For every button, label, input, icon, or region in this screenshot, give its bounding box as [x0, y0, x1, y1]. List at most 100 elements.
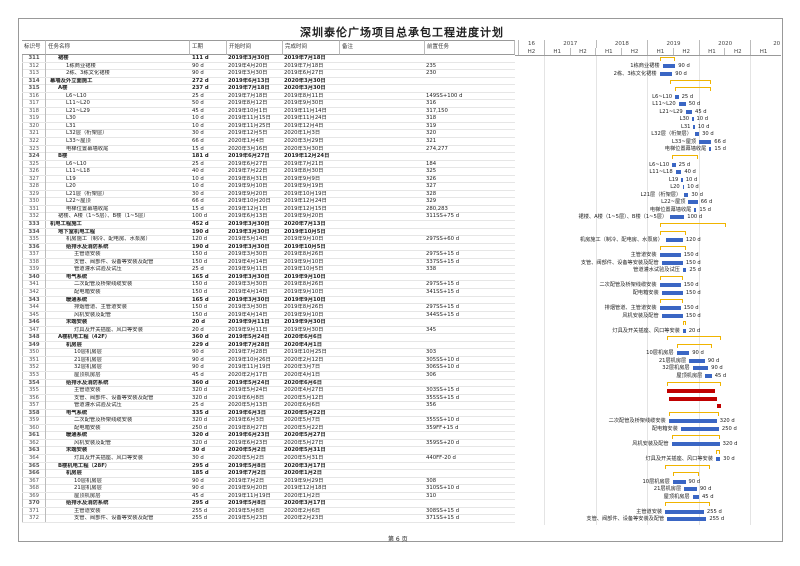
- task-bar[interactable]: [692, 366, 709, 371]
- task-bar[interactable]: [689, 358, 705, 363]
- table-row[interactable]: 328 L20 10 d 2019年9月10日 2019年9月19日 327: [22, 183, 515, 191]
- table-row[interactable]: 364 灯具及开关插座、风口等安装 30 d 2020年5月2日 2020年5月31日 4…: [22, 454, 515, 463]
- table-row[interactable]: 315 A楼 237 d 2019年7月18日 2020年3月30日: [22, 85, 515, 93]
- table-row[interactable]: 353 屋顶机房层 45 d 2020年2月17日 2020年4月1日 306: [22, 371, 515, 380]
- table-row[interactable]: 311 裙楼 111 d 2019年3月30日 2019年7月18日: [22, 55, 515, 63]
- task-bar[interactable]: [681, 177, 683, 182]
- table-row[interactable]: 340 电气系统 165 d 2019年3月30日 2019年9月10日: [22, 273, 515, 282]
- table-row[interactable]: 318 L21~L29 45 d 2019年10月1日 2019年11月14日 317,1…: [22, 107, 515, 116]
- table-row[interactable]: 319 L30 10 d 2019年11月15日 2019年11月24日 318: [22, 115, 515, 123]
- task-bar[interactable]: [672, 162, 676, 167]
- table-row[interactable]: 369 屋顶机房层 45 d 2019年11月19日 2020年1月2日 310: [22, 492, 515, 501]
- table-row[interactable]: 335 机房施工（制冷、配电房、水泵房） 120 d 2019年5月14日 2019年9…: [22, 236, 515, 244]
- task-bar[interactable]: [694, 207, 697, 212]
- table-row[interactable]: 334 地下室机电工程 190 d 2019年3月30日 2019年10月5日: [22, 228, 515, 237]
- table-row[interactable]: 321 L32层（桁架层） 30 d 2019年12月5日 2020年1月3日 320: [22, 130, 515, 139]
- table-row[interactable]: 312 1栋商业裙楼 90 d 2019年4月20日 2019年7月18日 235: [22, 62, 515, 71]
- table-row[interactable]: 322 L33~屋顶 66 d 2020年1月4日 2020年3月29日 321: [22, 138, 515, 146]
- table-row[interactable]: 323 电梯位置幕墙收尾 15 d 2020年3月16日 2020年3月30日 274,2…: [22, 145, 515, 154]
- task-bar[interactable]: [662, 64, 676, 69]
- table-row[interactable]: 365 B楼机电工程（28F） 295 d 2019年5月8日 2020年3月17日: [22, 462, 515, 471]
- table-row[interactable]: 349 机房层 229 d 2019年7月28日 2020年4月1日: [22, 341, 515, 350]
- task-bar[interactable]: [678, 102, 686, 107]
- table-row[interactable]: 336 给排水及消防系统 190 d 2019年3月30日 2019年10月5日: [22, 243, 515, 252]
- task-bar[interactable]: [661, 313, 683, 318]
- table-row[interactable]: 372 支管、阀部件、设备等安装及配管 255 d 2019年5月23日 2020年2月…: [22, 515, 515, 523]
- table-row[interactable]: 316 L6~L10 25 d 2019年7月18日 2019年8月11日 149SS+1…: [22, 92, 515, 101]
- table-row[interactable]: 354 给排水及消防系统 360 d 2019年5月24日 2020年6月6日: [22, 379, 515, 388]
- table-row[interactable]: 356 支管、阀部件、设备等安装及配管 320 d 2019年6月8日 2020年5月1…: [22, 394, 515, 403]
- table-row[interactable]: 360 配电箱安装 250 d 2019年8月27日 2020年5月22日 359FF+1…: [22, 424, 515, 433]
- task-bar[interactable]: [715, 456, 721, 461]
- table-row[interactable]: 362 风机安装及配管 320 d 2019年6月23日 2020年5月27日 359SS…: [22, 439, 515, 448]
- task-bar[interactable]: [680, 426, 719, 431]
- table-row[interactable]: 345 风机安装及配管 150 d 2019年4月14日 2019年9月10日 344SS…: [22, 311, 515, 320]
- table-row[interactable]: 331 电梯位置幕墙收尾 15 d 2019年12月1日 2019年12月15日 280,…: [22, 205, 515, 214]
- task-bar[interactable]: [671, 441, 720, 446]
- task-bar[interactable]: [675, 94, 679, 99]
- task-bar[interactable]: [692, 494, 699, 499]
- task-bar[interactable]: [694, 132, 700, 137]
- table-row[interactable]: 371 主管道安装 255 d 2019年5月8日 2020年2月6日 308SS+15 …: [22, 507, 515, 516]
- table-row[interactable]: 359 二次配管及桥架线缆安装 320 d 2019年6月3日 2020年5月7日 355…: [22, 417, 515, 425]
- task-bar[interactable]: [682, 268, 687, 273]
- table-row[interactable]: 339 管道灌水试验及试压 25 d 2019年9月11日 2019年10月5日 338: [22, 266, 515, 274]
- task-bar[interactable]: [676, 351, 690, 356]
- critical-task-bar[interactable]: [669, 396, 718, 401]
- task-bar[interactable]: [709, 147, 712, 152]
- table-row[interactable]: 342 配电箱安装 150 d 2019年4月14日 2019年9月10日 341SS+1…: [22, 288, 515, 297]
- table-row[interactable]: 357 管道灌水试验及试压 25 d 2020年5月13日 2020年6月6日 356: [22, 402, 515, 410]
- table-row[interactable]: 350 10层机房层 90 d 2019年7月28日 2019年10月25日 303: [22, 349, 515, 357]
- task-bar[interactable]: [685, 109, 693, 114]
- task-bar[interactable]: [667, 517, 707, 522]
- table-row[interactable]: 325 L6~L10 25 d 2019年6月27日 2019年7月21日 184: [22, 160, 515, 169]
- task-bar[interactable]: [693, 124, 695, 129]
- table-row[interactable]: 348 A楼机电工程（42F） 360 d 2019年5月24日 2020年6月6日: [22, 334, 515, 342]
- table-row[interactable]: 351 21层机房层 90 d 2019年10月26日 2020年2月12日 305SS+…: [22, 356, 515, 365]
- task-bar[interactable]: [675, 170, 682, 175]
- table-row[interactable]: 332 裙楼、A楼（1~5层）、B楼（1~5层） 100 d 2019年6月13日 20…: [22, 213, 515, 222]
- task-bar[interactable]: [665, 238, 683, 242]
- table-row[interactable]: 317 L11~L20 50 d 2019年8月12日 2019年9月30日 316: [22, 100, 515, 108]
- task-bar[interactable]: [699, 139, 712, 144]
- task-bar[interactable]: [672, 479, 686, 484]
- table-row[interactable]: 361 暖通系统 320 d 2019年6月23日 2020年5月27日: [22, 432, 515, 440]
- task-bar[interactable]: [665, 509, 704, 514]
- task-bar[interactable]: [682, 185, 685, 190]
- table-row[interactable]: 355 主管道安装 320 d 2019年5月24日 2020年4月27日 303SS+1…: [22, 387, 515, 395]
- table-row[interactable]: 366 机房层 185 d 2019年7月2日 2020年1月2日: [22, 470, 515, 478]
- table-row[interactable]: 338 支管、阀部件、设备等安装及配管 150 d 2019年4月14日 2019年9月…: [22, 258, 515, 267]
- table-row[interactable]: 347 灯具及开关插座、风口等安装 20 d 2019年9月11日 2019年9月30日…: [22, 326, 515, 335]
- table-row[interactable]: 314 幕墙及外立面施工 272 d 2019年6月13日 2020年3月30日: [22, 77, 515, 86]
- table-row[interactable]: 370 给排水及消防系统 295 d 2019年5月8日 2020年3月17日: [22, 500, 515, 508]
- table-row[interactable]: 320 L31 10 d 2019年11月25日 2019年12月4日 319: [22, 122, 515, 131]
- task-bar[interactable]: [661, 260, 683, 265]
- table-row[interactable]: 329 L21层（桁架层） 30 d 2019年9月20日 2019年10月19日 328: [22, 190, 515, 199]
- table-row[interactable]: 313 2栋、3栋文化裙楼 90 d 2019年3月30日 2019年6月27日 230: [22, 70, 515, 78]
- table-row[interactable]: 330 L22~屋顶 66 d 2019年10月20日 2019年12月24日 329: [22, 198, 515, 206]
- task-bar[interactable]: [688, 200, 698, 205]
- table-row[interactable]: 324 B楼 181 d 2019年6月27日 2019年12月24日: [22, 153, 515, 161]
- table-row[interactable]: 326 L11~L18 40 d 2019年7月22日 2019年8月30日 325: [22, 168, 515, 176]
- critical-task-bar[interactable]: [667, 389, 716, 393]
- table-row[interactable]: 343 暖通系统 165 d 2019年3月30日 2019年9月10日: [22, 296, 515, 305]
- task-bar[interactable]: [661, 290, 683, 295]
- task-bar[interactable]: [684, 487, 697, 492]
- table-row[interactable]: 344 排烟管道、主管道安装 150 d 2019年3月30日 2019年8月26日 29…: [22, 304, 515, 312]
- task-bar[interactable]: [659, 283, 681, 288]
- task-bar[interactable]: [659, 305, 681, 310]
- table-row[interactable]: 352 32层机房层 90 d 2019年11月19日 2020年3月7日 306SS+1…: [22, 364, 515, 372]
- task-bar[interactable]: [692, 117, 694, 122]
- task-bar[interactable]: [659, 71, 673, 76]
- table-row[interactable]: 358 电气系统 335 d 2019年6月3日 2020年5月22日: [22, 409, 515, 418]
- task-bar[interactable]: [682, 328, 686, 333]
- task-bar[interactable]: [668, 419, 717, 424]
- table-row[interactable]: 368 21层机房层 90 d 2019年9月20日 2019年12月18日 310SS+…: [22, 485, 515, 493]
- task-bar[interactable]: [684, 192, 689, 197]
- table-row[interactable]: 363 末端安装 30 d 2020年5月2日 2020年5月31日: [22, 447, 515, 455]
- task-bar[interactable]: [705, 373, 712, 378]
- task-bar[interactable]: [659, 253, 681, 258]
- table-row[interactable]: 367 10层机房层 90 d 2019年7月2日 2019年9月29日 308: [22, 477, 515, 486]
- task-bar[interactable]: [670, 215, 685, 220]
- table-row[interactable]: 327 L19 10 d 2019年8月31日 2019年9月9日 326: [22, 175, 515, 184]
